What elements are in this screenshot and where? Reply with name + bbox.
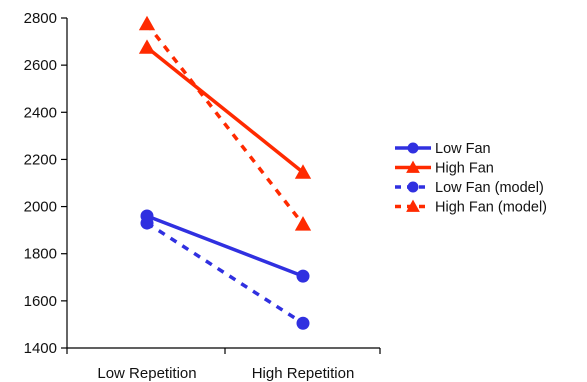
series-high-fan <box>138 39 312 179</box>
y-tick-label: 2200 <box>24 151 57 168</box>
series-low-fan-model <box>140 216 310 330</box>
y-tick-label: 1800 <box>24 246 57 263</box>
legend: Low Fan High Fan Low Fan (model) High Fan (… <box>395 141 547 216</box>
series-line <box>146 221 304 325</box>
y-tick-label: 1400 <box>24 340 57 357</box>
legend-marker-circle <box>407 142 419 154</box>
legend-marker-triangle <box>406 160 420 173</box>
series-low-fan <box>140 209 310 283</box>
series-line <box>145 46 305 174</box>
y-tick-label: 2000 <box>24 199 57 216</box>
data-point-circle <box>296 269 310 283</box>
legend-label: Low Fan (model) <box>435 180 544 196</box>
series-high-fan-model <box>138 15 312 231</box>
data-point-triangle <box>138 39 156 54</box>
data-point-circle <box>140 216 154 230</box>
y-tick-label: 2400 <box>24 104 57 121</box>
legend-marker-circle <box>407 181 419 193</box>
axes <box>66 18 380 349</box>
y-ticks: 1400 1600 1800 2000 2200 2400 2600 2800 <box>24 10 67 357</box>
data-point-triangle <box>294 216 312 231</box>
y-tick-label: 2600 <box>24 57 57 74</box>
data-point-circle <box>296 316 310 330</box>
legend-item: High Fan (model) <box>395 200 547 216</box>
legend-label: High Fan <box>435 161 494 177</box>
series-group <box>138 15 312 330</box>
y-tick-label: 1600 <box>24 293 57 310</box>
legend-label: Low Fan <box>435 141 491 157</box>
legend-marker-triangle <box>406 199 420 212</box>
legend-item: Low Fan <box>395 141 491 157</box>
legend-item: High Fan <box>395 161 494 177</box>
data-point-triangle <box>138 15 156 31</box>
legend-item: Low Fan (model) <box>395 180 544 196</box>
series-line <box>145 22 305 226</box>
x-tick-label: Low Repetition <box>97 365 196 382</box>
x-tick-label: High Repetition <box>252 365 355 382</box>
series-line <box>146 214 304 278</box>
data-point-triangle <box>294 164 312 179</box>
legend-label: High Fan (model) <box>435 200 547 216</box>
x-ticks: Low Repetition High Repetition <box>66 348 381 382</box>
y-tick-label: 2800 <box>24 10 57 27</box>
